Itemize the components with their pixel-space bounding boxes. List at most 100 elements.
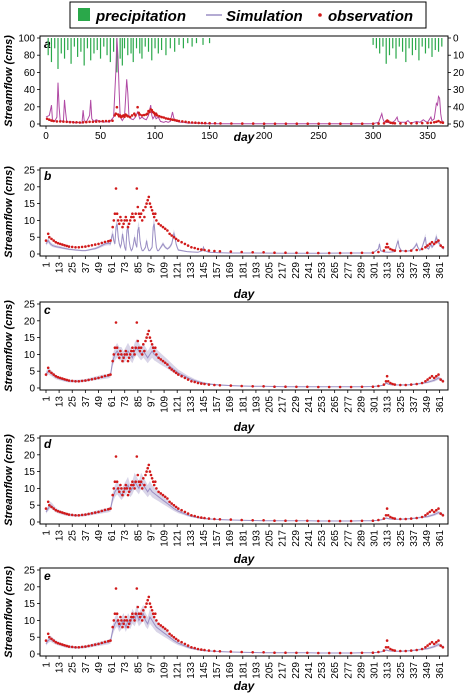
observation-point (435, 640, 438, 644)
observation-point (131, 612, 134, 615)
observation-point (177, 239, 180, 242)
observation-point (63, 512, 66, 515)
x-tick-label: 229 (291, 262, 302, 279)
observation-point (441, 380, 445, 383)
x-axis-label: day (234, 287, 256, 301)
observation-point (251, 122, 255, 125)
observation-point (262, 251, 265, 254)
observation-point (439, 378, 443, 381)
y-axis-label: Streamflow (cms) (3, 35, 15, 127)
x-tick-label: 193 (251, 530, 262, 547)
observation-point (193, 380, 196, 384)
observation-point (377, 122, 380, 125)
observation-point (317, 251, 320, 255)
x-tick-label: 289 (356, 396, 367, 413)
observation-point (382, 649, 386, 652)
observation-point (262, 651, 265, 654)
x-tick-label: 200 (256, 131, 273, 142)
x-tick-label: 133 (186, 530, 197, 547)
observation-point (56, 641, 60, 645)
observation-point (190, 514, 193, 517)
observation-point (170, 634, 173, 637)
observation-point (145, 336, 148, 339)
observation-point (70, 245, 74, 249)
y-tick-label: 15 (24, 599, 36, 610)
observation-point (172, 235, 176, 239)
observation-point (152, 483, 156, 487)
observation-point (103, 374, 107, 378)
x-tick-label: 73 (120, 396, 131, 408)
observation-point (262, 385, 265, 388)
observation-point (152, 215, 156, 219)
observation-point (116, 353, 120, 356)
observation-point (132, 615, 135, 619)
observation-point (46, 632, 50, 636)
observation-point (187, 121, 191, 124)
observation-point (432, 642, 436, 646)
observation-point (168, 232, 171, 236)
observation-point (203, 382, 206, 386)
observation-point (147, 595, 151, 599)
observation-point (349, 251, 353, 255)
observation-point (84, 379, 87, 382)
observation-point (85, 120, 88, 124)
observation-point (125, 353, 129, 356)
observation-point (169, 118, 172, 121)
precipitation-bar (80, 38, 82, 52)
observation-point (371, 251, 375, 254)
observation-point (306, 519, 309, 523)
y-tick-label: 100 (18, 34, 35, 45)
precipitation-bar (77, 38, 79, 57)
y-tick-label: 0 (29, 384, 35, 395)
observation-point (139, 480, 143, 484)
precipitation-bar (50, 38, 53, 63)
observation-point (399, 383, 402, 387)
x-tick-label: 1 (42, 396, 53, 402)
observation-point (145, 470, 148, 473)
y-tick-label: 80 (24, 51, 36, 62)
observation-point (58, 120, 62, 123)
observation-point (197, 121, 200, 125)
observation-point (128, 487, 132, 490)
x-tick-label: 289 (356, 662, 367, 679)
observation-point (113, 212, 117, 215)
observation-point (391, 648, 394, 652)
observation-point (295, 519, 298, 523)
observation-point (112, 353, 116, 356)
y-tick-label: 0 (29, 250, 35, 261)
observation-point (125, 619, 129, 622)
observation-point (186, 512, 190, 515)
x-tick-label: 13 (55, 396, 66, 408)
observation-point (107, 639, 110, 643)
observation-point (163, 227, 167, 231)
observation-point (90, 378, 94, 381)
observation-point (48, 635, 51, 639)
observation-point (127, 356, 131, 360)
observation-point (194, 121, 197, 124)
y-tick-label: 5 (29, 633, 35, 644)
observation-point (114, 455, 118, 458)
observation-point (130, 615, 133, 619)
y-tick-label: 15 (24, 467, 36, 478)
panel-label: c (44, 303, 51, 317)
observation-point (132, 349, 135, 353)
observation-point (123, 619, 126, 622)
y-tick-label: 10 (24, 216, 36, 227)
x-tick-label: 229 (291, 530, 302, 547)
observation-point (70, 513, 74, 517)
observation-point (409, 517, 413, 520)
observation-point (56, 375, 60, 379)
observation-point (75, 121, 78, 124)
x-tick-label: 337 (409, 396, 420, 413)
observation-point (48, 235, 51, 239)
observation-point (65, 644, 69, 648)
observation-point (262, 122, 266, 125)
observation-point (377, 650, 380, 654)
x-tick-label: 349 (422, 262, 433, 279)
observation-point (143, 349, 146, 353)
x-tick-label: 73 (120, 662, 131, 674)
simulation-line (45, 223, 445, 254)
observation-point (424, 380, 427, 383)
observation-point (409, 649, 413, 652)
legend-precipitation-label: precipitation (95, 8, 186, 25)
